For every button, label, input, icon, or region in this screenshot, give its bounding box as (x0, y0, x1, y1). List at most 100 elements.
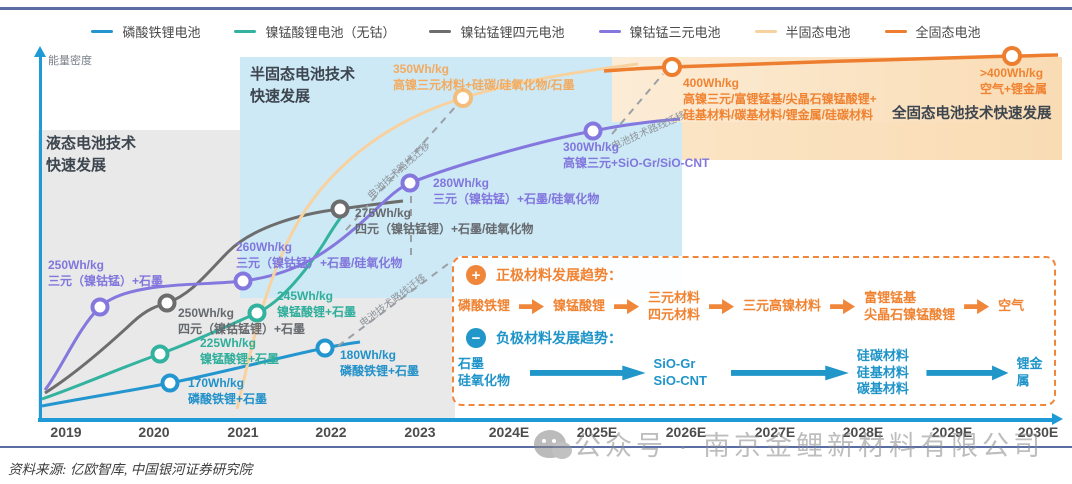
cathode-item: 镍锰酸锂 (553, 298, 606, 314)
legend-label: 半固态电池 (785, 25, 851, 40)
point-material: 三元（镍钴锰）+石墨/硅氧化物 (236, 255, 403, 270)
y-axis-title: 能量密度 (48, 55, 92, 67)
legend-item-solid: 全固态电池 (884, 22, 981, 41)
point-value: 260Wh/kg (236, 240, 293, 254)
point-value: 400Wh/kg (683, 76, 740, 90)
point-value: 280Wh/kg (433, 176, 490, 190)
anode-trend-title: 负极材料发展趋势： (496, 330, 622, 346)
cathode-trend-title: 正极材料发展趋势： (496, 267, 622, 283)
legend-label: 磷酸铁锂电池 (122, 25, 201, 40)
x-tick-2025e: 2025E (576, 424, 618, 440)
cathode-item: 磷酸铁锂 (458, 298, 511, 314)
x-tick-2020: 2020 (138, 424, 170, 440)
x-tick-2022: 2022 (315, 424, 347, 440)
point-value: 245Wh/kg (277, 289, 334, 303)
point-value: 275Wh/kg (355, 206, 412, 220)
point-label-ncm260: 260Wh/kg 三元（镍钴锰）+石墨/硅氧化物 (236, 240, 402, 272)
legend-label: 镍钴锰锂四元电池 (460, 25, 565, 40)
point-material: 磷酸铁锂+石墨 (188, 391, 268, 406)
cathode-item: 三元材料 四元材料 (648, 290, 701, 322)
y-axis (39, 56, 42, 419)
legend-swatch-semisolid (754, 30, 777, 33)
anode-chain: 石墨 硅氧化物 SiO-Gr SiO-CNT 硅碳材料 硅基材料 碳基材料 锂金… (458, 348, 1054, 398)
legend-swatch-quad (429, 30, 452, 33)
legend-swatch-ncm (598, 30, 621, 33)
point-value: 225Wh/kg (200, 336, 257, 350)
arrow-right-icon (519, 299, 545, 315)
point-label-solid400p: >400Wh/kg 空气+锂金属 (980, 66, 1047, 98)
cathode-chain: 磷酸铁锂 镍锰酸锂 三元材料 四元材料 三元高镍材料 富锂锰基 尖晶石镍锰酸锂 … (458, 290, 1024, 323)
point-label-ncm250: 250Wh/kg 三元（镍钴锰）+石墨 (48, 258, 163, 290)
point-material: 镍锰酸锂+石墨 (277, 304, 357, 319)
point-material: 镍锰酸锂+石墨 (200, 351, 280, 366)
point-material: 四元（镍钴锰锂）+石墨 (178, 321, 306, 336)
legend-swatch-lnmo (234, 30, 257, 33)
cathode-item: 空气 (998, 298, 1025, 314)
x-tick-2026e: 2026E (665, 424, 707, 440)
legend-item-lnmo: 镍锰酸锂电池（无钴） (234, 22, 395, 41)
anode-item: 硅碳材料 硅基材料 碳基材料 (856, 348, 909, 397)
point-value: 180Wh/kg (340, 348, 397, 362)
plus-icon: + (466, 265, 486, 285)
arrow-right-icon (830, 299, 856, 315)
point-label-ncm300: 300Wh/kg 高镍三元+SiO-Gr/SiO-CNT (563, 140, 709, 172)
arrow-right-icon (730, 365, 849, 381)
legend-label: 镍锰酸锂电池（无钴） (265, 25, 396, 40)
point-label-lfp180: 180Wh/kg 磷酸铁锂+石墨 (340, 348, 419, 380)
point-material: 磷酸铁锂+石墨 (340, 363, 420, 378)
arrow-right-icon (964, 299, 990, 315)
point-label-lfp170: 170Wh/kg 磷酸铁锂+石墨 (188, 376, 267, 408)
point-value: 250Wh/kg (48, 258, 105, 272)
anode-item: SiO-Gr SiO-CNT (653, 356, 707, 388)
watermark-text: 公众号 · 南京金鲤新材料有限公司 (574, 431, 1044, 461)
point-value: 300Wh/kg (563, 140, 620, 154)
region-label-solid: 全固态电池技术快速发展 (892, 106, 1052, 122)
legend-item-quad: 镍钴锰锂四元电池 (429, 22, 565, 41)
point-label-lnmo245: 245Wh/kg 镍锰酸锂+石墨 (277, 289, 356, 321)
point-label-semi350: 350Wh/kg 高镍三元材料+硅碳/硅氧化物/石墨 (393, 62, 575, 94)
wechat-icon-bubble (552, 441, 572, 459)
arrow-right-icon (529, 365, 646, 381)
legend-swatch-lfp (91, 30, 114, 33)
point-value: 350Wh/kg (393, 62, 450, 76)
x-axis (38, 418, 1054, 422)
legend-item-semisolid: 半固态电池 (754, 22, 851, 41)
point-value: 250Wh/kg (178, 306, 235, 320)
materials-trend-box: + 正极材料发展趋势： 磷酸铁锂 镍锰酸锂 三元材料 四元材料 三元高镍材料 富… (452, 256, 1056, 406)
x-tick-2027e: 2027E (754, 424, 796, 440)
cathode-item: 三元高镍材料 (743, 298, 822, 314)
x-axis-arrow (1052, 413, 1063, 425)
x-tick-2019: 2019 (50, 424, 82, 440)
arrow-right-icon (926, 365, 1009, 381)
y-axis-arrow (34, 46, 46, 57)
point-label-quad275: 275Wh/kg 四元（镍钴锰锂）+石墨/硅氧化物 (355, 206, 533, 238)
legend-item-lfp: 磷酸铁锂电池 (91, 22, 200, 41)
point-label-lnmo225: 225Wh/kg 镍锰酸锂+石墨 (200, 336, 279, 368)
point-label-solid400: 400Wh/kg 高镍三元/富锂锰基/尖晶石镍锰酸锂+ 硅基材料/碳基材料/锂金属… (683, 76, 877, 123)
arrow-right-icon (709, 299, 735, 315)
point-label-ncm280: 280Wh/kg 三元（镍钴锰）+石墨/硅氧化物 (433, 176, 599, 208)
point-material: 高镍三元材料+硅碳/硅氧化物/石墨 (393, 77, 575, 92)
point-material: 四元（镍钴锰锂）+石墨/硅氧化物 (355, 221, 534, 236)
x-tick-2021: 2021 (227, 424, 259, 440)
arrow-right-icon (614, 299, 640, 315)
point-value: >400Wh/kg (980, 66, 1044, 80)
legend-swatch-solid (884, 30, 907, 33)
region-solid-bg-2 (682, 122, 1062, 160)
legend-label: 全固态电池 (915, 25, 981, 40)
x-tick-2028e: 2028E (842, 424, 884, 440)
region-label-liquid: 液态电池技术 快速发展 (46, 135, 137, 174)
x-tick-2024e: 2024E (488, 424, 530, 440)
anode-title-row: − 负极材料发展趋势： (466, 328, 622, 348)
x-tick-2023: 2023 (404, 424, 436, 440)
point-material: 三元（镍钴锰）+石墨/硅氧化物 (433, 191, 600, 206)
minus-icon: − (466, 328, 486, 348)
legend-label: 镍钴锰三元电池 (629, 25, 721, 40)
anode-item: 锂金属 (1016, 356, 1043, 388)
x-tick-2029e: 2029E (931, 424, 973, 440)
source-note: 资料来源: 亿欧智库, 中国银河证券研究院 (8, 462, 253, 477)
legend-item-ncm: 镍钴锰三元电池 (598, 22, 721, 41)
point-material: 高镍三元/富锂锰基/尖晶石镍锰酸锂+ 硅基材料/碳基材料/锂金属/硅碳材料 (683, 91, 877, 122)
point-material: 空气+锂金属 (980, 81, 1048, 96)
